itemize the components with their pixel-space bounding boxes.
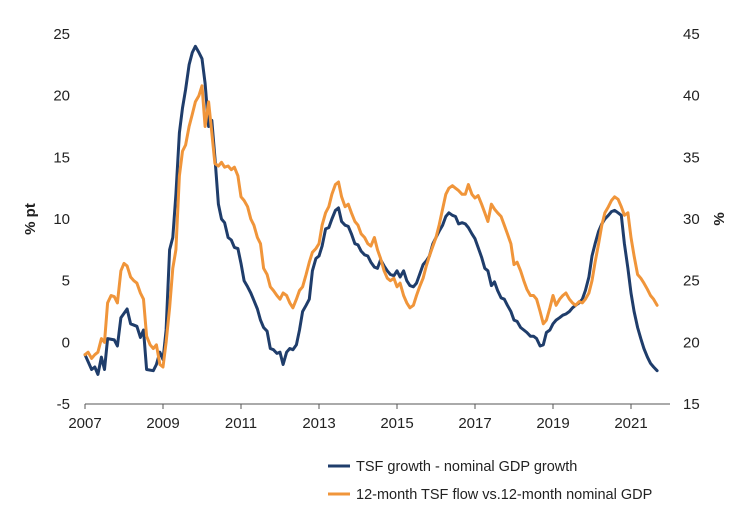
y-right-tick-label: 35 (683, 149, 700, 166)
y-right-tick-label: 30 (683, 211, 700, 228)
series-line-tsf-minus-gdp (83, 44, 659, 376)
x-tick-label: 2013 (302, 415, 335, 432)
legend: TSF growth - nominal GDP growth 12-month … (328, 459, 652, 503)
series-group (83, 44, 659, 376)
y-left-tick-label: 15 (53, 149, 70, 166)
x-tick-label: 2021 (614, 415, 647, 432)
y-left-tick-label: -5 (57, 396, 70, 413)
y-left-tick-label: 10 (53, 211, 70, 228)
series-line-tsf-flow-vs-gdp (83, 84, 659, 369)
x-tick-label: 2007 (68, 415, 101, 432)
y-left-tick-label: 25 (53, 26, 70, 43)
y-left-tick-label: 5 (62, 273, 70, 290)
x-tick-label: 2009 (146, 415, 179, 432)
axes-group: 2007 2009 2011 2013 2015 2017 2019 2021-5051015… (53, 26, 699, 432)
y-right-tick-label: 25 (683, 273, 700, 290)
y-left-tick-label: 20 (53, 88, 70, 105)
y-right-tick-label: 40 (683, 88, 700, 105)
legend-label: TSF growth - nominal GDP growth (356, 459, 577, 475)
x-tick-label: 2017 (458, 415, 491, 432)
y-axis-left-title: % pt (22, 203, 39, 235)
x-tick-label: 2011 (225, 415, 257, 432)
y-right-tick-label: 15 (683, 396, 700, 413)
y-axis-right-title: % (711, 212, 728, 225)
x-tick-label: 2015 (380, 415, 413, 432)
x-tick-label: 2019 (536, 415, 569, 432)
legend-label: 12-month TSF flow vs.12-month nominal GD… (356, 487, 652, 503)
y-left-tick-label: 0 (62, 334, 70, 351)
y-right-tick-label: 45 (683, 26, 700, 43)
y-right-tick-label: 20 (683, 334, 700, 351)
